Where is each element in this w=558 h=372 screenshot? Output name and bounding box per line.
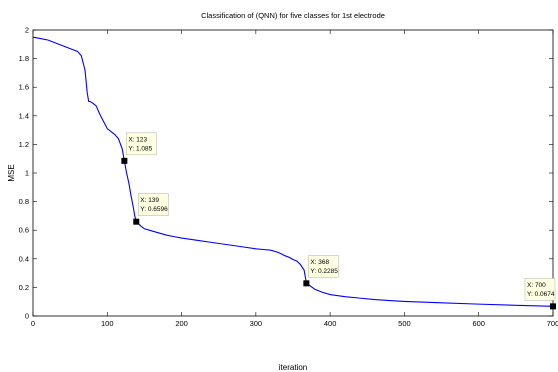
plot-background — [33, 30, 553, 316]
datatip: X: 368 Y: 0.2285 — [303, 255, 339, 287]
datatip-box — [524, 278, 556, 301]
x-tick-label: 500 — [398, 319, 411, 328]
x-tick-label: 0 — [31, 319, 35, 328]
x-tick-label: 300 — [250, 319, 263, 328]
datatip-x-text: X: 700 — [527, 282, 546, 289]
datatip-box — [126, 132, 157, 156]
datatip-y-text: Y: 0.0674 — [527, 291, 555, 298]
series-line-mse — [32, 36, 554, 307]
x-tick-label: 700 — [547, 319, 558, 328]
datatip-marker — [121, 157, 128, 164]
datatip-x-text: X: 368 — [310, 259, 329, 266]
x-tick-label: 400 — [324, 319, 337, 328]
datatip: X: 700 Y: 0.0674 — [524, 278, 556, 310]
datatip-x-text: X: 139 — [140, 197, 159, 204]
x-tick-label: 200 — [175, 319, 188, 328]
datatip-marker — [550, 303, 556, 310]
x-tick-label: 100 — [101, 319, 114, 328]
datatip-y-text: Y: 0.2285 — [310, 268, 338, 275]
y-axis: 0 0.2 0.4 0.6 0.8 1 1.2 1.4 1.6 1.8 2 — [19, 26, 553, 321]
datatip-x-text: X: 123 — [128, 136, 147, 143]
y-tick-label: 0.6 — [19, 226, 29, 235]
y-tick-label: 2 — [25, 26, 29, 35]
y-tick-label: 0.4 — [19, 254, 29, 263]
datatip: X: 139 Y: 0.6596 — [133, 193, 169, 225]
x-axis: 0 100 200 300 400 500 600 700 — [31, 30, 558, 328]
plot-area — [32, 29, 554, 317]
x-axis-label: iteration — [279, 363, 307, 372]
y-tick-label: 0 — [25, 312, 29, 321]
datatip-marker — [133, 218, 140, 225]
datatip-marker — [303, 280, 310, 287]
datatip: X: 123 Y: 1.085 — [121, 132, 157, 164]
datatip-box — [138, 193, 169, 216]
y-tick-label: 1.6 — [19, 83, 29, 92]
y-axis-label: MSE — [7, 164, 16, 181]
y-tick-label: 1 — [25, 169, 29, 178]
y-tick-label: 0.8 — [19, 197, 29, 206]
chart-title: Classification of (QNN) for five classes… — [201, 11, 385, 20]
y-tick-label: 1.4 — [19, 111, 29, 120]
datatip-y-text: Y: 1.085 — [128, 145, 152, 152]
datatip-y-text: Y: 0.6596 — [140, 206, 168, 213]
datatip-box — [308, 255, 339, 278]
x-tick-label: 600 — [472, 319, 485, 328]
y-tick-label: 0.2 — [19, 283, 29, 292]
datatips: X: 123 Y: 1.085 X: 139 Y: 0.6596 X: 368 Y: 0.… — [121, 132, 556, 310]
y-tick-label: 1.8 — [19, 54, 29, 63]
y-tick-label: 1.2 — [19, 140, 29, 149]
